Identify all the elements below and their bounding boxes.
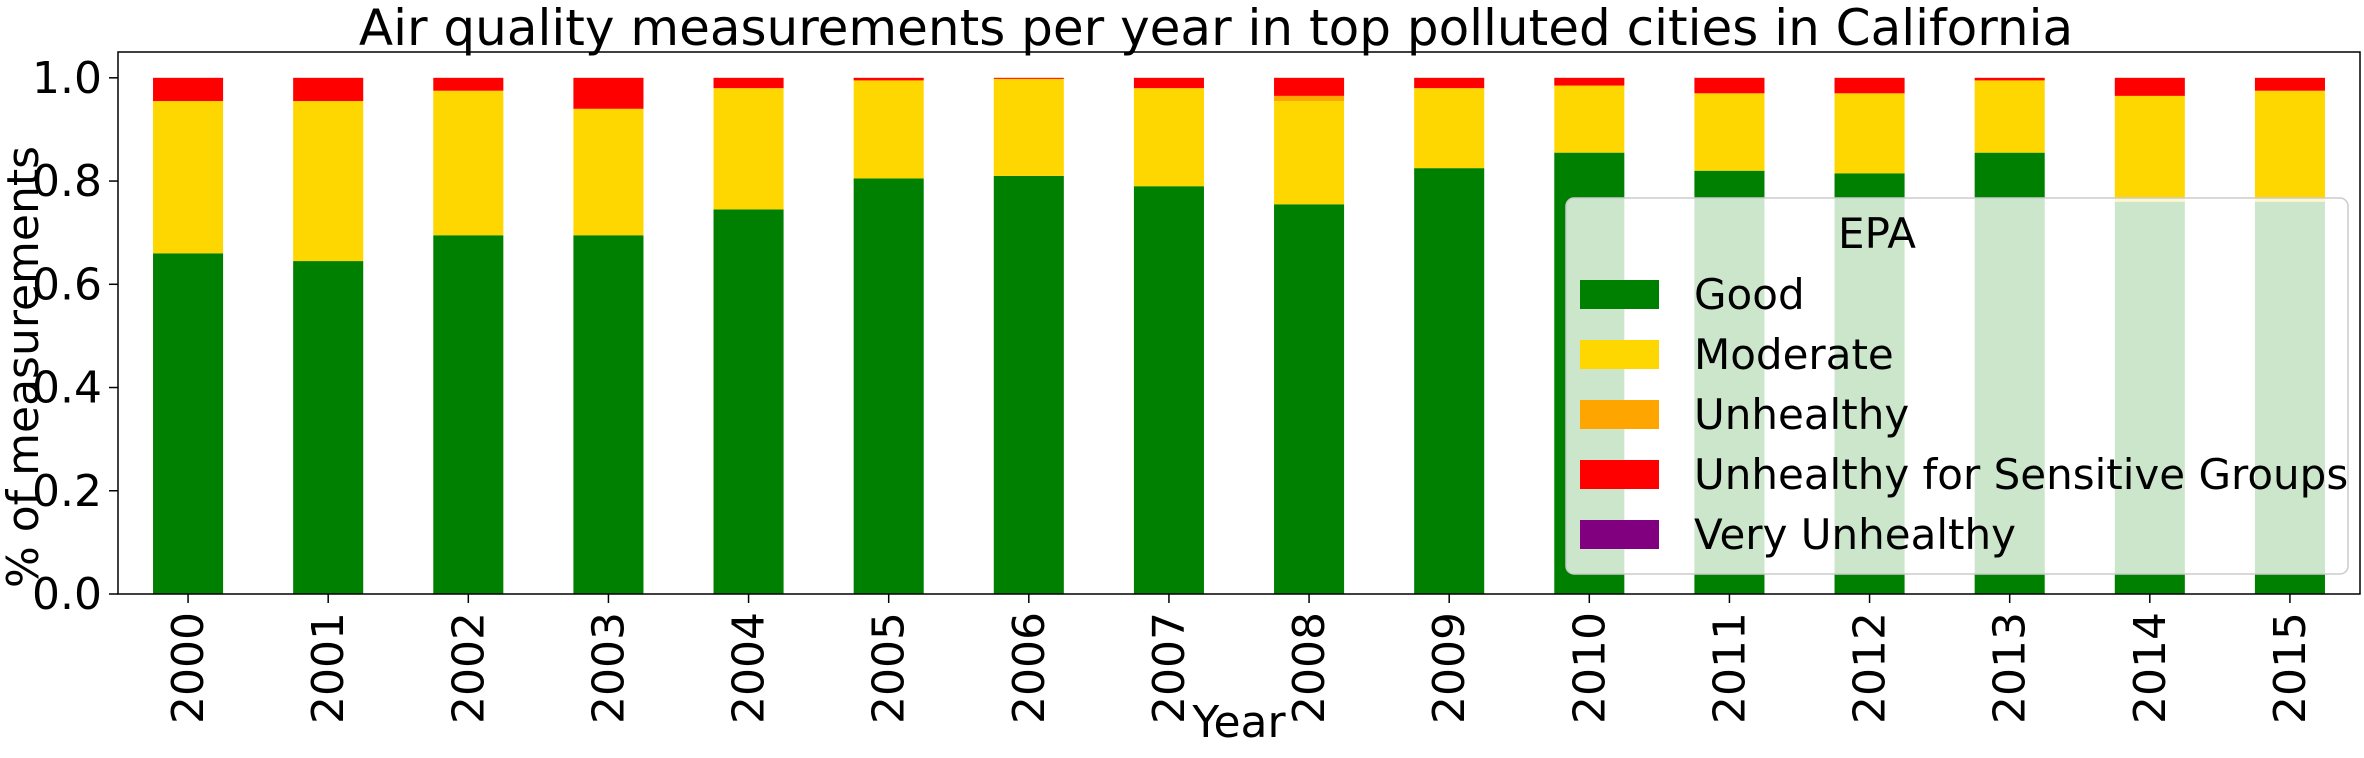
legend: EPA Good Moderate Unhealthy Unhealthy for Se…: [1565, 197, 2349, 575]
axes-frame: [117, 51, 2361, 595]
bar-unhealthy-for-sensitive-groups-2009: [1414, 77, 1485, 89]
bar-moderate-2002: [433, 90, 504, 236]
y-tick-label: 1.0: [32, 53, 102, 104]
x-axis-label: Year: [1191, 697, 1286, 748]
bar-unhealthy-for-sensitive-groups-2010: [1554, 77, 1625, 86]
bar-unhealthy-for-sensitive-groups-2015: [2254, 77, 2325, 91]
x-tick-label: 2012: [1845, 612, 1896, 724]
bar-moderate-2001: [293, 101, 364, 262]
bar-unhealthy-for-sensitive-groups-2000: [153, 77, 224, 102]
bar-good-2008: [1274, 204, 1345, 594]
bar-good-2003: [573, 235, 644, 594]
legend-label-moderate: Moderate: [1694, 330, 1894, 379]
legend-label-good: Good: [1694, 270, 1805, 319]
bar-moderate-2014: [2114, 95, 2185, 202]
x-tick-label: 2009: [1424, 612, 1475, 724]
y-tick-label: 0.0: [32, 569, 102, 620]
bar-moderate-2012: [1834, 93, 1905, 174]
bar-unhealthy-for-sensitive-groups-2011: [1694, 77, 1765, 94]
x-tick-label: 2003: [583, 612, 634, 724]
bar-good-2005: [853, 178, 924, 594]
legend-label-unhealthy-for-sensitive-groups: Unhealthy for Sensitive Groups: [1694, 450, 2348, 499]
chart-title: Air quality measurements per year in top…: [359, 0, 2073, 57]
bar-unhealthy-for-sensitive-groups-2004: [713, 77, 784, 89]
bar-moderate-2007: [1133, 88, 1204, 187]
x-tick-label: 2006: [1004, 612, 1055, 724]
bar-stack-2007: [1133, 77, 1204, 594]
bar-good-2000: [153, 253, 224, 594]
bar-moderate-2011: [1694, 93, 1765, 171]
bar-moderate-2013: [1974, 80, 2045, 153]
bar-unhealthy-for-sensitive-groups-2014: [2114, 77, 2185, 96]
legend-swatch-unhealthy-for-sensitive-groups: [1580, 460, 1659, 489]
x-tick-label: 2010: [1564, 612, 1615, 724]
x-tick-label: 2013: [1985, 612, 2036, 724]
legend-box: [1565, 197, 2349, 575]
x-tick-label: 2002: [443, 612, 494, 724]
y-tick-label: 0.4: [32, 363, 102, 414]
bar-moderate-2010: [1554, 85, 1625, 153]
bar-unhealthy-for-sensitive-groups-2008: [1274, 77, 1345, 96]
bar-stack-2003: [573, 77, 644, 594]
bar-stack-2001: [293, 77, 364, 594]
x-tick-label: 2005: [864, 612, 915, 724]
bar-unhealthy-for-sensitive-groups-2012: [1834, 77, 1905, 94]
bar-good-2002: [433, 235, 504, 594]
bar-unhealthy-for-sensitive-groups-2002: [433, 77, 504, 91]
y-tick-label: 0.2: [32, 466, 102, 517]
bar-stack-2009: [1414, 77, 1485, 594]
x-tick-label: 2014: [2125, 612, 2176, 724]
bar-moderate-2004: [713, 88, 784, 210]
bar-moderate-2003: [573, 108, 644, 236]
bar-good-2004: [713, 209, 784, 594]
bar-moderate-2009: [1414, 88, 1485, 169]
x-tick-label: 2007: [1144, 612, 1195, 724]
bar-moderate-2008: [1274, 101, 1345, 205]
y-axis-label: % of measurements: [0, 146, 49, 588]
legend-swatch-moderate: [1580, 340, 1659, 369]
bar-good-2009: [1414, 168, 1485, 594]
legend-title: EPA: [1838, 209, 1916, 258]
x-tick-label: 2004: [724, 612, 775, 724]
bar-stack-2008: [1274, 77, 1345, 594]
x-tick-label: 2008: [1284, 612, 1335, 724]
bar-moderate-2000: [153, 101, 224, 254]
x-tick-label: 2011: [1704, 612, 1755, 724]
legend-swatch-unhealthy: [1580, 400, 1659, 429]
x-tick-label: 2001: [303, 612, 354, 724]
bar-moderate-2005: [853, 80, 924, 179]
bar-good-2007: [1133, 186, 1204, 594]
bar-unhealthy-2008: [1274, 95, 1345, 102]
bar-stack-2002: [433, 77, 504, 594]
bar-moderate-2015: [2254, 90, 2325, 202]
x-tick-label: 2015: [2265, 612, 2316, 724]
y-tick-label: 0.8: [32, 156, 102, 207]
bar-unhealthy-for-sensitive-groups-2005: [853, 77, 924, 81]
x-tick-label: 2000: [163, 612, 214, 724]
bar-unhealthy-for-sensitive-groups-2003: [573, 77, 644, 109]
bar-stack-2000: [153, 77, 224, 594]
y-tick-label: 0.6: [32, 259, 102, 310]
bar-unhealthy-for-sensitive-groups-2013: [1974, 77, 2045, 81]
bar-unhealthy-for-sensitive-groups-2001: [293, 77, 364, 102]
bar-unhealthy-for-sensitive-groups-2007: [1133, 77, 1204, 89]
legend-swatch-very-unhealthy: [1580, 520, 1659, 549]
bar-stack-2005: [853, 77, 924, 594]
bar-good-2006: [993, 175, 1064, 594]
legend-label-very-unhealthy: Very Unhealthy: [1694, 510, 2016, 559]
bar-stack-2004: [713, 77, 784, 594]
bar-unhealthy-for-sensitive-groups-2006: [993, 77, 1064, 79]
bar-moderate-2006: [993, 78, 1064, 176]
bar-stack-2006: [993, 77, 1064, 594]
bar-good-2001: [293, 261, 364, 594]
legend-swatch-good: [1580, 280, 1659, 309]
legend-label-unhealthy: Unhealthy: [1694, 390, 1909, 439]
